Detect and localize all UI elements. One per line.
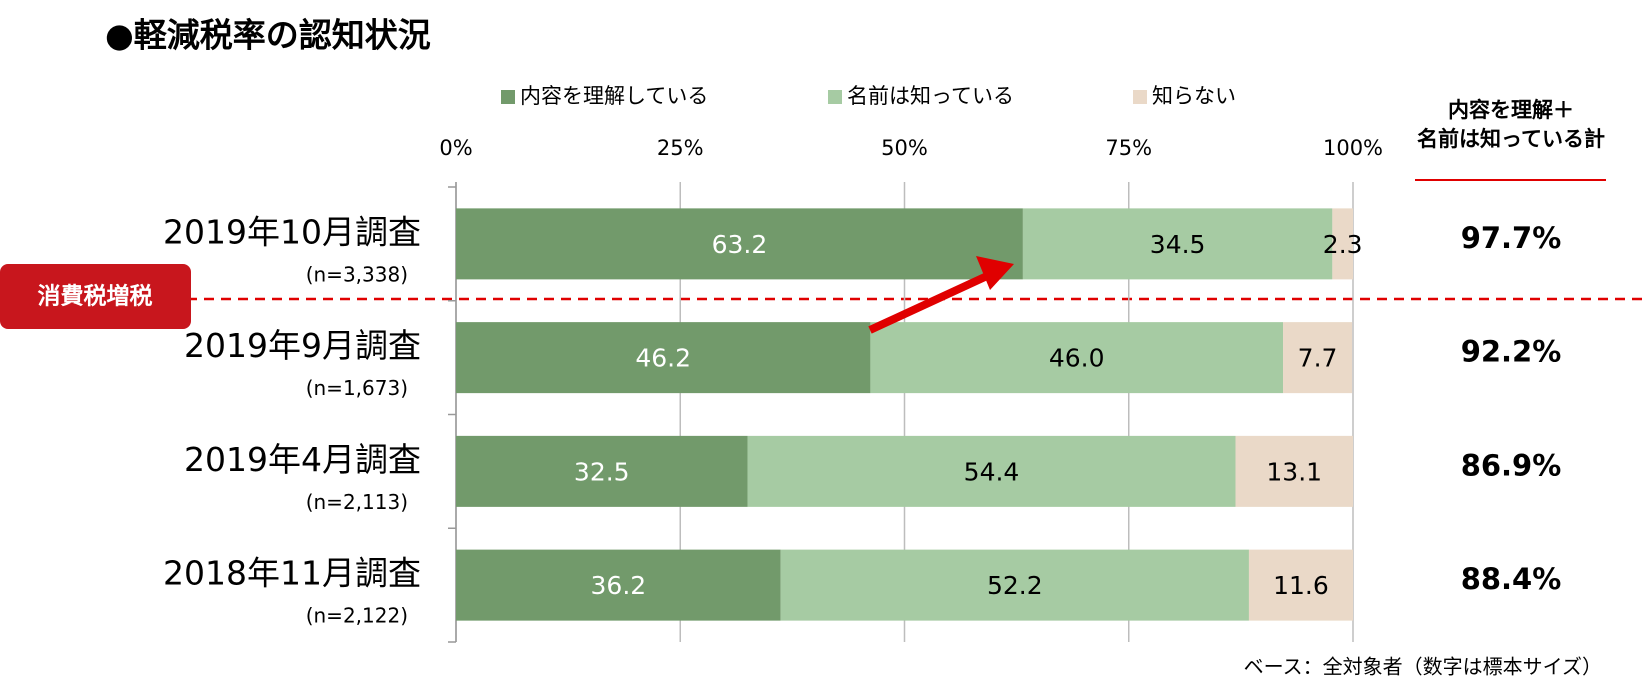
bar-segment: [747, 435, 1236, 507]
trend-arrow: [868, 266, 1002, 334]
x-tick-label: 75%: [1105, 136, 1152, 160]
category-label: 2019年4月調査: [184, 440, 421, 479]
x-tick-label: 50%: [881, 136, 928, 160]
category-label: 2018年11月調査: [163, 554, 421, 593]
legend-label: 名前は知っている: [847, 84, 1014, 108]
legend-swatch: [501, 90, 515, 104]
x-tick-label: 25%: [657, 136, 704, 160]
data-label: 7.7: [1298, 344, 1338, 373]
sample-size: (n=2,122): [306, 604, 408, 628]
bar-segment: [456, 322, 871, 394]
sample-size: (n=1,673): [306, 376, 408, 400]
data-label: 46.0: [1049, 344, 1105, 373]
footnote: ベース：全対象者（数字は標本サイズ）: [1244, 655, 1602, 679]
chart-title: ●軽減税率の認知状況: [105, 16, 431, 55]
total-label: 97.7%: [1461, 221, 1562, 255]
bar-segment: [456, 549, 781, 621]
bar-segment: [1248, 549, 1353, 621]
data-label: 2.3: [1323, 230, 1363, 259]
data-label: 54.4: [964, 457, 1020, 486]
totals-title: 名前は知っている計: [1417, 127, 1605, 151]
data-label: 36.2: [591, 571, 647, 600]
data-label: 63.2: [712, 230, 768, 259]
bar-segment: [870, 322, 1284, 394]
data-label: 52.2: [987, 571, 1043, 600]
bar-segment: [456, 435, 748, 507]
bar-segment: [1022, 208, 1333, 280]
annotation-badge: [0, 264, 191, 329]
total-label: 88.4%: [1461, 562, 1562, 596]
sample-size: (n=2,113): [306, 490, 408, 514]
category-label: 2019年10月調査: [163, 212, 421, 251]
x-tick-label: 100%: [1323, 136, 1383, 160]
bar-segment: [456, 208, 1023, 280]
data-label: 46.2: [635, 344, 691, 373]
category-label: 2019年9月調査: [184, 326, 421, 365]
bar-segment: [1332, 208, 1353, 280]
bar-segment: [1283, 322, 1353, 394]
legend-swatch: [828, 90, 842, 104]
data-label: 13.1: [1266, 457, 1322, 486]
sample-size: (n=3,338): [306, 262, 408, 286]
legend-label: 内容を理解している: [520, 84, 708, 108]
total-label: 86.9%: [1461, 448, 1562, 482]
data-label: 32.5: [574, 457, 630, 486]
annotation-text: 消費税増税: [38, 283, 153, 310]
trend-arrow-head: [976, 256, 1014, 290]
data-label: 34.5: [1150, 230, 1206, 259]
legend-label: 知らない: [1152, 84, 1236, 108]
bar-segment: [780, 549, 1249, 621]
totals-title: 内容を理解＋: [1448, 98, 1574, 122]
x-tick-label: 0%: [439, 136, 472, 160]
bar-segment: [1235, 435, 1353, 507]
total-label: 92.2%: [1461, 335, 1562, 369]
data-label: 11.6: [1273, 571, 1329, 600]
legend-swatch: [1133, 90, 1147, 104]
